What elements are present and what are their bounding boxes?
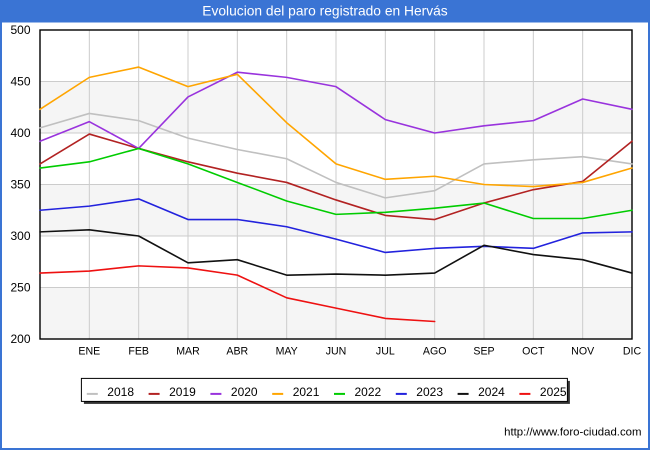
svg-text:ABR: ABR [226,346,248,358]
svg-text:MAR: MAR [176,346,200,358]
svg-text:500: 500 [10,23,30,37]
svg-text:http://www.foro-ciudad.com: http://www.foro-ciudad.com [504,427,641,439]
svg-text:DIC: DIC [623,346,642,358]
svg-text:300: 300 [10,229,30,243]
svg-text:JUN: JUN [326,346,347,358]
svg-text:Evolucion del paro registrado: Evolucion del paro registrado en Hervás [202,4,448,19]
svg-text:2018: 2018 [107,385,134,399]
svg-text:SEP: SEP [473,346,494,358]
svg-text:200: 200 [10,332,30,346]
svg-text:AGO: AGO [423,346,447,358]
svg-text:OCT: OCT [522,346,545,358]
svg-text:2024: 2024 [478,385,505,399]
svg-text:350: 350 [10,178,30,192]
svg-text:2020: 2020 [231,385,258,399]
svg-text:FEB: FEB [128,346,149,358]
svg-text:2023: 2023 [416,385,443,399]
svg-text:450: 450 [10,75,30,89]
svg-text:JUL: JUL [376,346,395,358]
svg-text:250: 250 [10,281,30,295]
svg-text:2025: 2025 [540,385,567,399]
svg-text:2019: 2019 [169,385,196,399]
svg-text:400: 400 [10,126,30,140]
svg-text:NOV: NOV [571,346,595,358]
svg-text:MAY: MAY [276,346,298,358]
svg-text:2021: 2021 [293,385,320,399]
svg-text:2022: 2022 [355,385,382,399]
svg-text:ENE: ENE [78,346,100,358]
